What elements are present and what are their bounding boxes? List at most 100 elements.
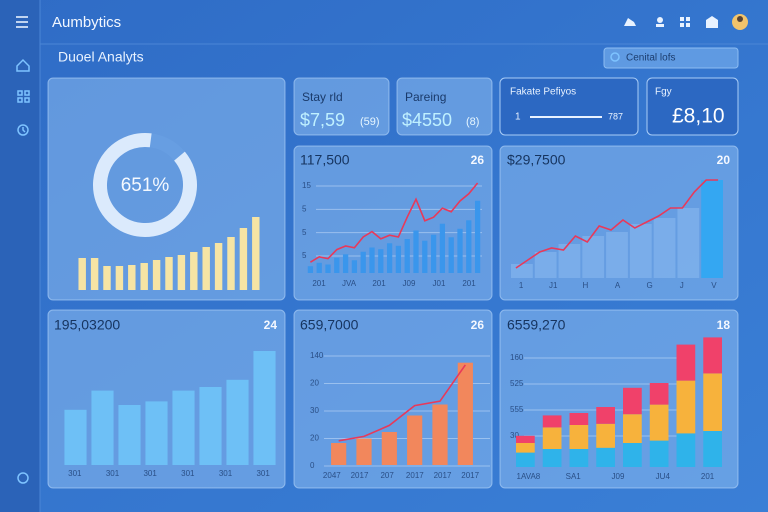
bar: [103, 266, 111, 290]
card-title: 195,03200: [54, 317, 120, 333]
bar: [172, 390, 195, 465]
donut-label: 651%: [121, 175, 170, 196]
clock-icon[interactable]: [17, 124, 29, 136]
column: [677, 208, 700, 278]
trend-line: [515, 179, 719, 269]
bar: [334, 257, 340, 273]
bar: [360, 251, 366, 273]
stacked-card: [499, 309, 739, 489]
bar: [177, 255, 186, 290]
y-label: 30: [310, 406, 319, 415]
bar: [90, 258, 99, 290]
bar: [448, 237, 454, 273]
bar: [381, 432, 397, 465]
x-label: 207: [380, 471, 394, 480]
y-label: 0: [310, 461, 315, 470]
x-label: 1AVA8: [517, 472, 541, 481]
stat-start: 1: [515, 112, 521, 123]
column: [653, 218, 676, 278]
card-title: $29,7500: [507, 152, 566, 168]
bar: [145, 401, 168, 465]
sidebar: [0, 0, 40, 512]
bar: [252, 217, 260, 290]
stacked-segment: [516, 452, 535, 467]
bar: [422, 240, 428, 273]
bar: [253, 351, 276, 465]
bar: [439, 223, 446, 273]
x-label: 201: [701, 472, 715, 481]
x-label: 201: [372, 279, 386, 288]
x-label: 1: [519, 281, 524, 290]
stacked-segment: [542, 415, 562, 428]
x-label: A: [615, 281, 621, 290]
bar: [115, 266, 124, 290]
stat-label: Fakate Pefiyos: [510, 87, 576, 98]
stacked-segment: [596, 407, 615, 424]
overview-card: [47, 77, 286, 301]
top-icons[interactable]: [624, 16, 718, 28]
stacked-segment: [569, 413, 589, 425]
x-label: G: [647, 281, 653, 290]
bar: [152, 260, 161, 290]
y-label: 20: [310, 379, 319, 388]
bar: [91, 390, 114, 465]
bar: [316, 262, 322, 273]
grid-icon[interactable]: [17, 90, 30, 103]
x-label: 301: [181, 469, 195, 478]
y-label: 5: [302, 251, 307, 260]
bar: [404, 239, 410, 273]
stat-value: $7,59: [300, 110, 345, 130]
bar: [432, 404, 448, 465]
stat-end: 787: [608, 111, 623, 121]
x-label: J1: [549, 281, 558, 290]
stacked-segment: [649, 383, 669, 405]
column: [629, 224, 652, 278]
bar: [378, 249, 384, 273]
bar: [457, 228, 463, 273]
bar: [325, 264, 331, 273]
y-label: 525: [510, 379, 524, 388]
page-subtitle: Duoel Analyts: [58, 49, 144, 65]
card-title: 659,7000: [300, 317, 359, 333]
stacked-segment: [703, 373, 722, 431]
stacked-segment: [516, 435, 535, 443]
x-label: 301: [68, 469, 82, 478]
bar: [214, 243, 223, 290]
stacked-segment: [676, 433, 696, 467]
help-icon[interactable]: [17, 472, 29, 484]
bar: [199, 387, 222, 465]
column: [558, 244, 581, 278]
bar: [331, 443, 347, 465]
x-label: 2017: [434, 471, 452, 480]
stacked-segment: [623, 443, 642, 467]
bar: [226, 379, 249, 465]
stat-card: [293, 77, 390, 136]
stacked-segment: [542, 427, 562, 449]
y-label: 5: [302, 204, 307, 213]
app-title: Aumbytics: [52, 14, 121, 31]
x-label: 301: [106, 469, 120, 478]
bar: [140, 263, 148, 290]
stat-card: [646, 77, 739, 136]
bar: [386, 243, 393, 273]
menu-icon[interactable]: [16, 16, 28, 28]
x-label: JU4: [656, 472, 671, 481]
x-label: JVA: [342, 279, 357, 288]
trend-line: [338, 364, 466, 442]
stacked-segment: [649, 404, 669, 441]
bar: [239, 228, 248, 290]
home-icon[interactable]: [16, 58, 30, 72]
search-placeholder: Cenital lofs: [626, 53, 675, 64]
bar: [190, 252, 198, 290]
stacked-segment: [623, 387, 642, 415]
y-label: 160: [510, 353, 524, 362]
bar: [395, 245, 402, 273]
x-label: J09: [612, 472, 625, 481]
x-label: 301: [143, 469, 157, 478]
x-label: H: [582, 281, 588, 290]
search-box[interactable]: [603, 47, 739, 69]
bar: [457, 362, 473, 465]
x-label: 201: [462, 279, 476, 288]
stat-note: (59): [360, 116, 380, 128]
